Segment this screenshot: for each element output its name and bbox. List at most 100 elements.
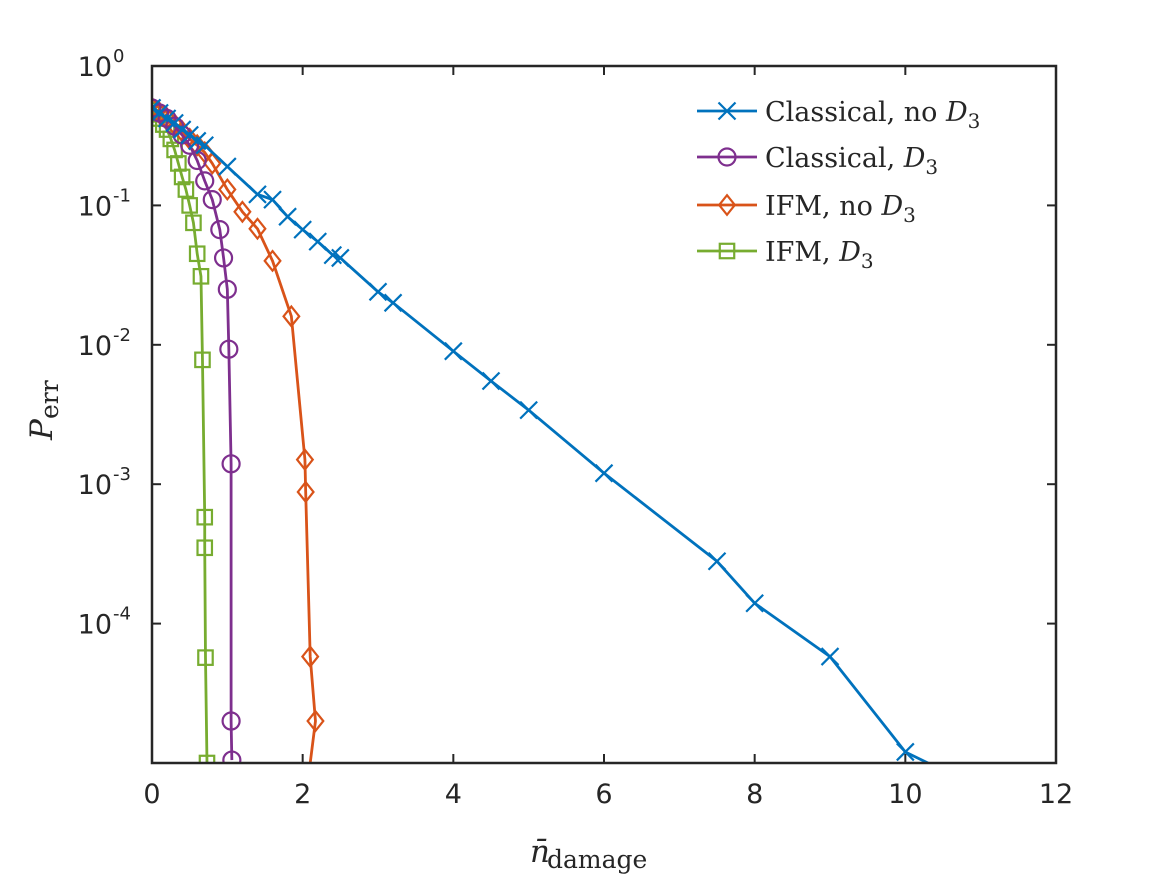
legend-label: IFM, no D3	[765, 191, 916, 227]
legend-label-math: D	[903, 143, 926, 174]
data-point	[278, 207, 297, 226]
x-axis: 0 2 4 6 8 10 12	[143, 66, 1073, 810]
data-point	[248, 185, 267, 204]
x-tick-label: 6	[595, 779, 612, 810]
x-tick-label: 10	[888, 779, 922, 810]
data-point	[177, 181, 195, 198]
y-tick-exponent: -1	[113, 185, 131, 206]
x-tick-label: 8	[746, 779, 763, 810]
data-point	[745, 593, 764, 613]
data-point	[295, 448, 315, 472]
data-point	[180, 125, 199, 145]
legend-label-subscript: 3	[925, 155, 938, 179]
data-point	[263, 249, 282, 273]
data-point	[203, 151, 222, 175]
data-point	[218, 177, 237, 202]
y-tick-base: 10	[78, 610, 112, 641]
plot-background	[152, 66, 1056, 763]
legend-label-text: IFM, no	[765, 191, 881, 222]
legend-marker	[717, 147, 737, 167]
legend-item: Classical, no D3	[697, 97, 980, 133]
legend-item: Classical, D3	[697, 143, 938, 179]
data-point	[368, 282, 388, 302]
data-point	[152, 103, 169, 123]
data-point	[219, 339, 239, 359]
y-tick-exponent: -3	[113, 464, 131, 485]
y-axis-label-subscript: err	[35, 380, 64, 419]
y-tick-label: 10 -1	[78, 185, 131, 222]
data-point	[519, 400, 538, 420]
data-point	[707, 551, 727, 571]
data-point	[306, 709, 325, 733]
y-tick-label: 10 0	[78, 46, 125, 83]
data-point	[172, 120, 192, 139]
y-tick-exponent: -4	[113, 604, 131, 625]
data-point	[896, 742, 915, 762]
data-point	[263, 190, 282, 209]
legend-marker	[717, 193, 737, 217]
data-point	[202, 190, 222, 210]
data-point	[820, 647, 840, 666]
legend-label-subscript: 3	[903, 203, 916, 227]
data-point	[217, 279, 237, 299]
data-point	[194, 351, 211, 369]
y-tick-label: 10 -4	[78, 604, 131, 641]
data-point	[444, 341, 463, 361]
legend-item: IFM, D3	[697, 237, 874, 273]
legend-marker	[718, 242, 736, 260]
data-point	[181, 197, 198, 214]
data-point	[195, 171, 215, 191]
y-tick-label: 10 -2	[78, 325, 131, 362]
data-point	[192, 267, 210, 285]
y-tick-label: 10 -3	[78, 464, 131, 501]
legend-label-subscript: 3	[861, 249, 874, 273]
legend-item: IFM, no D3	[697, 191, 916, 227]
data-point	[233, 200, 252, 224]
x-tick-label: 12	[1039, 779, 1073, 810]
series-x	[152, 98, 929, 763]
x-tick-label: 4	[445, 779, 462, 810]
data-point	[196, 539, 214, 557]
x-axis-label: n̄ damage	[530, 834, 647, 874]
data-point	[383, 293, 403, 313]
legend-label-text: Classical,	[765, 143, 904, 174]
y-tick-exponent: -2	[113, 325, 131, 346]
data-point	[197, 649, 214, 666]
data-point	[218, 157, 237, 176]
series-layer	[152, 96, 929, 763]
legend-label-subscript: 3	[968, 109, 981, 133]
legend-label: Classical, D3	[765, 143, 938, 179]
data-point	[282, 304, 301, 328]
data-point	[173, 168, 191, 186]
y-tick-base: 10	[78, 470, 112, 501]
data-point	[221, 454, 241, 474]
data-point	[222, 750, 242, 763]
data-point	[195, 135, 215, 155]
data-point	[481, 371, 501, 391]
data-point	[198, 754, 216, 763]
y-tick-base: 10	[78, 331, 112, 362]
data-point	[331, 248, 350, 268]
y-axis-label: P err	[24, 380, 64, 441]
legend-marker	[717, 101, 737, 121]
data-point	[210, 220, 230, 240]
legend-label-text: Classical, no	[765, 97, 946, 128]
data-point	[293, 220, 312, 239]
data-point	[248, 217, 267, 241]
y-tick-base: 10	[78, 52, 112, 83]
data-point	[221, 711, 241, 731]
data-point	[196, 508, 214, 526]
legend-label-math: D	[838, 237, 861, 268]
legend-label-math: D	[945, 97, 968, 128]
legend-label: IFM, D3	[765, 237, 874, 273]
legend-label-math: D	[880, 191, 903, 222]
legend-label-text: IFM,	[765, 237, 839, 268]
data-point	[594, 463, 614, 483]
y-tick-exponent: 0	[113, 46, 124, 67]
data-point	[185, 214, 202, 232]
data-point	[296, 480, 315, 504]
data-point	[308, 232, 328, 251]
